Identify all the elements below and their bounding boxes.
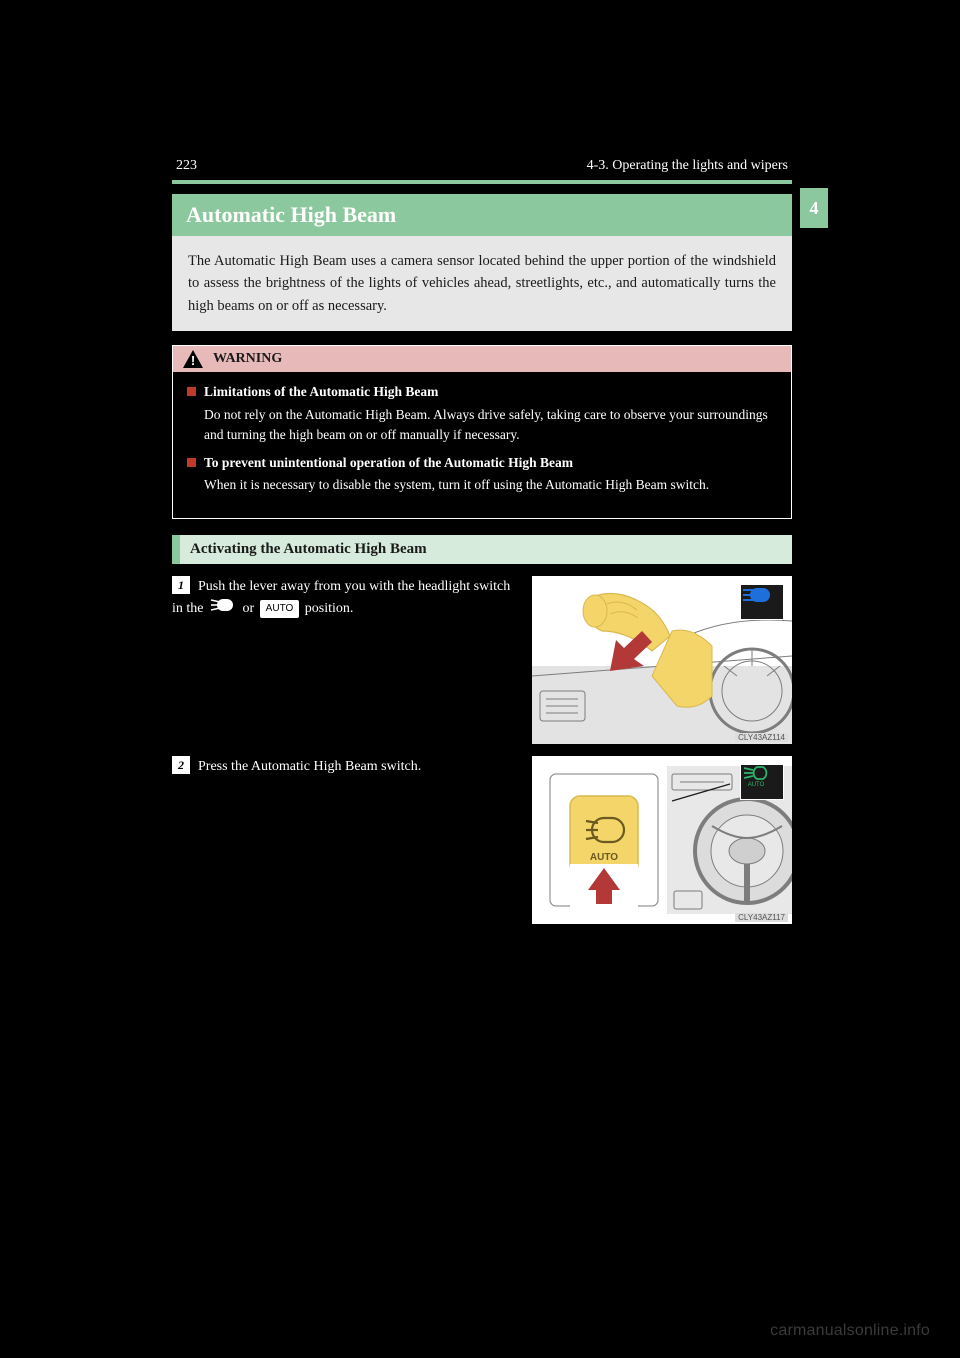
warning-item-title: Limitations of the Automatic High Beam bbox=[204, 382, 777, 402]
headlight-icon bbox=[209, 597, 237, 621]
warning-body: Limitations of the Automatic High Beam D… bbox=[173, 372, 791, 517]
warning-item-title: To prevent unintentional operation of th… bbox=[204, 453, 777, 473]
warning-item-body: Do not rely on the Automatic High Beam. … bbox=[204, 405, 777, 446]
figure-code: CLY43AZ117 bbox=[735, 913, 788, 922]
chapter-tab: 4 bbox=[800, 188, 828, 228]
page-header: 223 4-3. Operating the lights and wipers bbox=[172, 158, 792, 174]
figure-button: AUTO bbox=[532, 756, 792, 924]
breadcrumb: 4-3. Operating the lights and wipers bbox=[587, 158, 788, 174]
figure-code: CLY43AZ114 bbox=[735, 733, 788, 742]
step-number-badge: 2 bbox=[172, 756, 190, 774]
warning-bullet-icon bbox=[187, 458, 196, 467]
step-text-part: Press the Automatic High Beam switch. bbox=[198, 759, 421, 774]
manual-page: 223 4-3. Operating the lights and wipers… bbox=[172, 158, 792, 924]
header-rule bbox=[172, 180, 792, 184]
warning-label: WARNING bbox=[213, 351, 282, 367]
step-text-part: or bbox=[239, 601, 258, 616]
page-number: 223 bbox=[176, 158, 197, 174]
warning-item-content: Limitations of the Automatic High Beam D… bbox=[204, 382, 777, 445]
warning-item-body: When it is necessary to disable the syst… bbox=[204, 475, 777, 495]
watermark: carmanualsonline.info bbox=[770, 1322, 930, 1340]
warning-item: Limitations of the Automatic High Beam D… bbox=[187, 382, 777, 445]
warning-item-content: To prevent unintentional operation of th… bbox=[204, 453, 777, 496]
intro-box: The Automatic High Beam uses a camera se… bbox=[172, 236, 792, 331]
warning-item: To prevent unintentional operation of th… bbox=[187, 453, 777, 496]
auto-badge: AUTO bbox=[260, 600, 300, 618]
step-number-badge: 1 bbox=[172, 576, 190, 594]
warning-box: ! WARNING Limitations of the Automatic H… bbox=[172, 345, 792, 518]
figure-callout bbox=[740, 584, 784, 620]
warning-bullet-icon bbox=[187, 387, 196, 396]
warning-icon: ! bbox=[183, 350, 203, 368]
figure-lever: CLY43AZ114 bbox=[532, 576, 792, 744]
svg-text:!: ! bbox=[191, 353, 195, 368]
step-row: 1Push the lever away from you with the h… bbox=[172, 576, 792, 744]
page-title: Automatic High Beam bbox=[172, 194, 792, 236]
warning-header: ! WARNING bbox=[173, 346, 791, 372]
step-text: 2 Press the Automatic High Beam switch. bbox=[172, 756, 518, 778]
section-heading: Activating the Automatic High Beam bbox=[172, 535, 792, 564]
figure-callout: AUTO bbox=[740, 764, 784, 800]
svg-text:AUTO: AUTO bbox=[748, 782, 765, 787]
step-text: 1Push the lever away from you with the h… bbox=[172, 576, 518, 621]
step-text-part: position. bbox=[301, 601, 353, 616]
step-row: 2 Press the Automatic High Beam switch. bbox=[172, 756, 792, 924]
svg-text:AUTO: AUTO bbox=[590, 852, 618, 863]
